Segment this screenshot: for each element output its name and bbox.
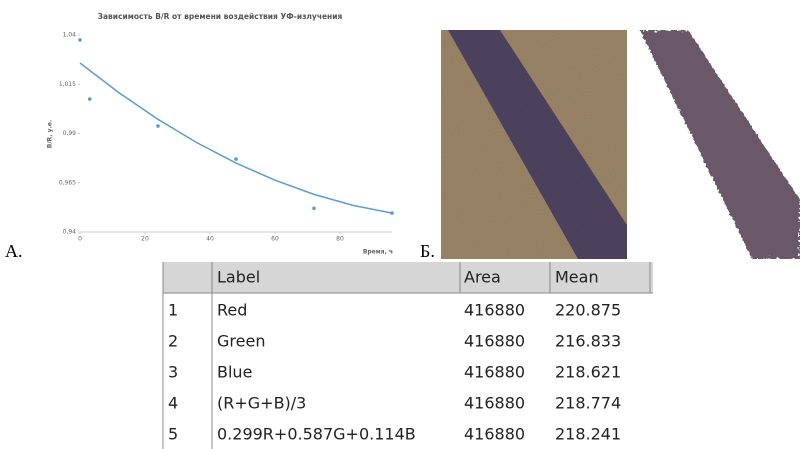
panel-label: А. (5, 241, 23, 261)
data-point (234, 157, 238, 161)
table-cell: 220.875 (555, 301, 621, 320)
y-tick-label: 0,99 (63, 130, 77, 137)
y-axis-label: B/R, у.е. (47, 120, 54, 148)
table: Label Area Mean 1 Red 416880 220.875 2 Green 4168… (162, 262, 653, 449)
data-point (390, 211, 394, 215)
table-cell: 416880 (464, 363, 525, 382)
chart: Зависимость B/R от времени воздействия У… (47, 12, 394, 256)
header-cell: Label (217, 268, 260, 287)
panel-label: Б. (420, 241, 435, 261)
photo-band (640, 30, 800, 259)
x-tick-label: 60 (271, 236, 279, 243)
photo-original (441, 30, 627, 259)
table-cell: 218.621 (555, 363, 621, 382)
x-tick-label: 20 (141, 236, 149, 243)
x-tick-label: 40 (206, 236, 214, 243)
table-cell: Red (217, 301, 247, 320)
photo-segmented (633, 30, 800, 259)
data-point (87, 97, 92, 101)
photo-band (448, 30, 627, 259)
y-tick-label: 1,04 (63, 32, 77, 39)
y-tick-label: 0,965 (59, 179, 76, 186)
table-cell: 3 (168, 363, 178, 382)
x-axis-label: Время, ч (363, 249, 393, 256)
y-tick-label: 1,015 (59, 81, 76, 88)
chart-title: Зависимость B/R от времени воздействия У… (98, 12, 343, 21)
data-point (312, 206, 316, 211)
table-cell: Blue (217, 363, 252, 382)
data-point (156, 124, 160, 128)
header-cell: Area (464, 268, 501, 287)
trend-line (79, 62, 393, 214)
table-cell: 416880 (464, 301, 525, 320)
data-point (78, 38, 82, 42)
table-cell: 218.774 (555, 394, 621, 413)
table-cell: 2 (168, 332, 178, 351)
table-cell: 416880 (464, 394, 525, 413)
table-header (163, 262, 653, 293)
table-cell: 4 (168, 394, 178, 413)
table-cell: 218.241 (555, 425, 621, 444)
y-tick-label: 0,94 (63, 229, 77, 236)
table-cell: Green (217, 332, 265, 351)
table-cell: 5 (168, 425, 178, 444)
table-cell: 416880 (464, 332, 525, 351)
x-tick-label: 0 (78, 236, 82, 243)
table-cell: 216.833 (555, 332, 621, 351)
table-cell: (R+G+B)/3 (217, 394, 306, 413)
table-cell: 1 (168, 301, 178, 320)
x-tick-label: 80 (336, 236, 344, 243)
table-cell: 0.299R+0.587G+0.114B (217, 425, 416, 444)
header-cell: Mean (555, 268, 599, 287)
table-cell: 416880 (464, 425, 525, 444)
